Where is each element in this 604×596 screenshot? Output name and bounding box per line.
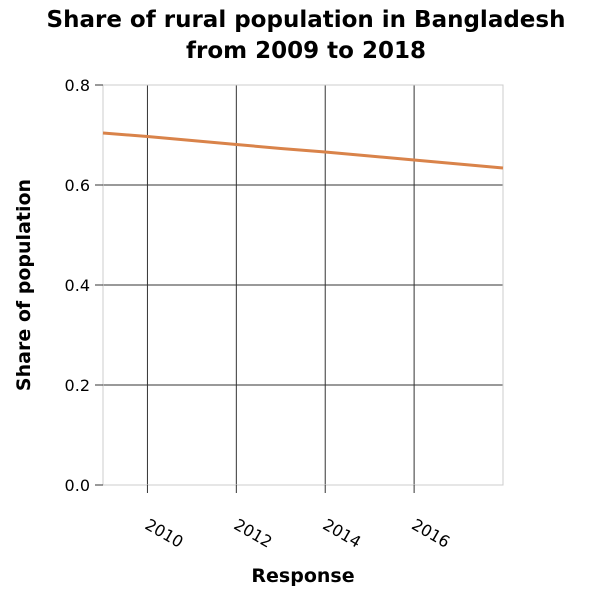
- y-tick-label: 0.2: [65, 376, 90, 395]
- series: [102, 131, 504, 170]
- y-axis-ticks: 0.0 0.2 0.4 0.6 0.8: [65, 76, 103, 495]
- y-axis-label: Share of population: [13, 179, 35, 391]
- y-tick-label: 0.6: [65, 176, 90, 195]
- x-tick-label: 2016: [408, 515, 453, 552]
- y-tick-label: 0.0: [65, 476, 90, 495]
- grid: [103, 84, 503, 486]
- x-axis-ticks: 2010 2012 2014 2016: [142, 485, 453, 552]
- y-tick-label: 0.8: [65, 76, 90, 95]
- x-tick-label: 2014: [320, 515, 365, 552]
- chart-title-line-2: from 2009 to 2018: [186, 38, 426, 64]
- chart-title-line-1: Share of rural population in Bangladesh: [47, 7, 566, 33]
- series-line: [102, 131, 504, 170]
- x-tick-label: 2012: [231, 515, 276, 552]
- x-axis-label: Response: [251, 565, 354, 587]
- x-tick-label: 2010: [142, 515, 187, 552]
- y-tick-label: 0.4: [65, 276, 90, 295]
